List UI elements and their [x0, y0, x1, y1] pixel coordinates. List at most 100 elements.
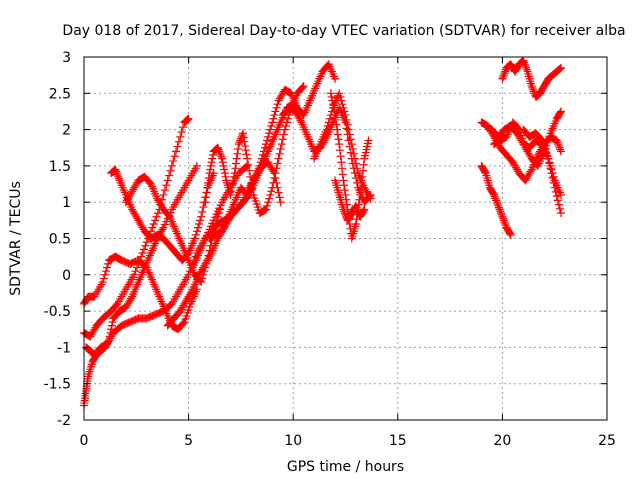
data-point — [213, 143, 222, 152]
data-point — [112, 169, 121, 178]
series-arc-20 — [519, 125, 565, 218]
data-point — [272, 103, 281, 112]
x-tick-label: 0 — [80, 433, 89, 449]
data-point — [323, 121, 332, 130]
x-tick-label: 25 — [598, 433, 616, 449]
data-point — [172, 147, 181, 156]
data-point — [365, 192, 374, 201]
data-point — [170, 152, 179, 161]
data-point — [263, 201, 272, 210]
data-point — [226, 190, 235, 199]
data-point — [132, 263, 141, 272]
data-point — [153, 209, 162, 218]
data-point — [270, 174, 279, 182]
data-point — [499, 71, 508, 80]
data-point — [220, 165, 229, 174]
x-tick-label: 10 — [284, 433, 302, 449]
data-point — [256, 158, 265, 167]
data-point — [330, 107, 339, 116]
data-point — [336, 92, 345, 101]
data-point — [329, 103, 338, 112]
series-arc-1 — [80, 252, 201, 334]
data-point — [131, 267, 140, 276]
data-point — [491, 194, 500, 203]
data-point — [526, 167, 535, 176]
data-point — [345, 130, 354, 139]
data-point — [480, 167, 489, 176]
data-points — [80, 56, 565, 410]
data-point — [342, 115, 351, 124]
data-point — [506, 229, 515, 238]
data-point — [268, 118, 277, 127]
data-point — [359, 206, 368, 215]
data-point — [135, 256, 144, 265]
data-point — [498, 74, 507, 83]
data-point — [334, 135, 343, 144]
series-arc-2 — [80, 114, 193, 341]
data-point — [219, 161, 228, 170]
data-point — [231, 164, 240, 173]
data-point — [197, 212, 206, 221]
data-point — [358, 166, 367, 175]
data-point — [283, 114, 292, 123]
series-arc-4 — [82, 161, 252, 359]
data-point — [520, 58, 529, 67]
series-arc-10 — [205, 60, 340, 243]
data-point — [183, 115, 192, 124]
series-arc-6 — [121, 172, 224, 287]
data-point — [174, 137, 183, 146]
data-point — [272, 164, 281, 173]
data-point — [364, 136, 373, 145]
data-point — [556, 209, 565, 218]
data-point — [322, 125, 331, 134]
data-point — [528, 83, 537, 92]
data-point — [255, 161, 264, 170]
y-tick-label: 3 — [62, 50, 71, 66]
data-point — [152, 212, 161, 221]
data-point — [347, 140, 356, 149]
data-point — [499, 72, 508, 81]
data-point — [519, 56, 528, 65]
y-tick-label: -2 — [57, 413, 71, 429]
data-point — [296, 116, 305, 125]
data-point — [549, 178, 558, 187]
data-point — [552, 192, 561, 201]
data-point — [520, 60, 529, 69]
data-point — [267, 187, 276, 196]
data-point — [207, 158, 216, 167]
series-arc-19 — [498, 56, 565, 101]
data-point — [554, 141, 563, 150]
data-point — [258, 151, 267, 160]
data-point — [265, 194, 274, 203]
data-point — [346, 135, 355, 144]
data-point — [275, 193, 284, 202]
series-arc-15 — [477, 161, 515, 239]
data-point — [213, 212, 222, 221]
data-point — [506, 230, 515, 239]
x-tick-label: 15 — [389, 433, 407, 449]
data-point — [335, 89, 344, 98]
data-point — [556, 190, 565, 199]
data-point — [264, 132, 273, 141]
data-point — [114, 174, 123, 183]
data-point — [490, 192, 499, 201]
data-point — [269, 114, 278, 123]
data-point — [229, 176, 238, 185]
data-point — [351, 219, 360, 228]
data-point — [205, 169, 214, 178]
grid-lines — [84, 57, 607, 420]
data-point — [206, 165, 215, 174]
data-point — [192, 161, 201, 170]
data-point — [114, 172, 123, 181]
data-point — [339, 176, 348, 185]
data-point — [137, 252, 146, 261]
data-point — [179, 123, 188, 132]
data-point — [241, 141, 250, 150]
data-point — [209, 151, 218, 160]
data-point — [548, 174, 557, 182]
data-point — [232, 159, 241, 168]
data-point — [267, 121, 276, 130]
data-point — [214, 145, 223, 154]
data-point — [127, 294, 136, 303]
data-point — [521, 62, 530, 71]
